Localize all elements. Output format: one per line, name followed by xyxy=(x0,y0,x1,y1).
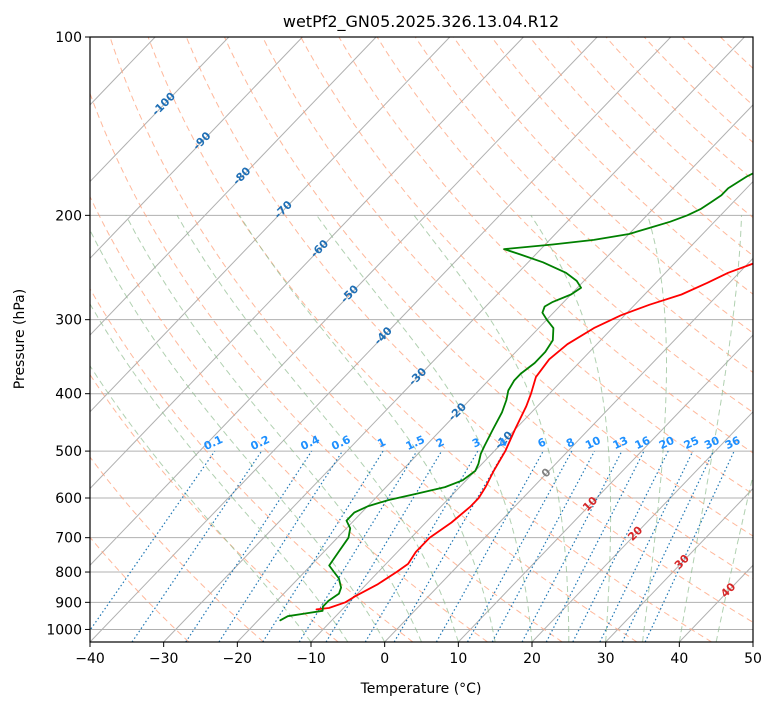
x-tick-label: −40 xyxy=(75,651,105,667)
mixing-ratio-line xyxy=(298,450,418,642)
x-tick-label: −30 xyxy=(149,651,179,667)
x-axis: −40 −30 −20 −10 0 10 20 30 40 50 xyxy=(75,642,762,667)
mixing-ratio-line xyxy=(599,450,694,642)
moist-adiabat xyxy=(90,364,312,642)
moist-adiabat xyxy=(678,215,742,642)
y-tick-label: 100 xyxy=(55,30,82,46)
mixing-ratio-line xyxy=(364,450,479,642)
mixing-ratio-line xyxy=(491,450,596,642)
isotherm-line xyxy=(90,37,598,566)
mixing-ratio-line xyxy=(644,450,735,642)
mixing-ratio-label: 20 xyxy=(657,434,677,452)
moist-adiabat xyxy=(316,215,533,642)
dry-adiabat xyxy=(109,37,638,642)
mixing-ratio-line xyxy=(393,450,505,642)
dry-adiabat xyxy=(90,92,563,642)
background-lines xyxy=(0,37,775,642)
isotherm-line xyxy=(457,334,753,642)
y-axis-title: Pressure (hPa) xyxy=(12,289,28,389)
dry-adiabat xyxy=(452,37,753,334)
profiles xyxy=(279,172,753,622)
isotherm-line xyxy=(0,37,8,642)
mixing-ratio-label: 16 xyxy=(633,434,653,452)
isotherm-line xyxy=(531,411,753,642)
mixing-ratio-label: 13 xyxy=(611,434,630,452)
isotherm-line xyxy=(163,37,745,642)
isotherm-line xyxy=(90,37,230,183)
dry-adiabat xyxy=(414,37,753,374)
isotherm-line xyxy=(90,37,377,336)
mixing-ratio-line xyxy=(621,450,714,642)
mixing-ratio-line xyxy=(325,450,443,642)
isotherm-line xyxy=(90,37,451,413)
isotherm-line xyxy=(90,37,303,260)
moist-adiabat xyxy=(642,215,667,642)
x-tick-label: 50 xyxy=(744,651,762,667)
y-tick-label: 900 xyxy=(55,595,82,611)
isotherm-line xyxy=(236,104,753,642)
mixing-ratio-line xyxy=(466,450,573,642)
mixing-ratio-labels: 0.1 0.2 0.4 0.6 1 1.5 2 3 4 6 8 10 13 16 20 25 30 36 xyxy=(202,433,743,453)
y-tick-label: 800 xyxy=(55,565,82,581)
isotherm-line xyxy=(605,487,753,642)
mixing-ratio-label: 25 xyxy=(682,434,701,452)
dry-adiabat xyxy=(90,195,488,642)
moist-adiabat xyxy=(125,215,422,642)
dry-adiabat xyxy=(90,456,264,642)
mixing-ratio-line xyxy=(131,450,263,642)
x-tick-label: 40 xyxy=(670,651,688,667)
temperature-line xyxy=(315,262,753,611)
moist-adiabat xyxy=(530,215,612,642)
mixing-ratio-label: 36 xyxy=(723,434,743,452)
y-tick-label: 400 xyxy=(55,387,82,403)
moist-adiabat xyxy=(90,229,386,642)
dry-adiabat xyxy=(185,37,753,623)
y-tick-label: 300 xyxy=(55,313,82,329)
moist-adiabat xyxy=(238,215,496,642)
dry-adiabat xyxy=(90,287,414,642)
x-tick-label: 20 xyxy=(523,651,541,667)
x-tick-label: 30 xyxy=(597,651,615,667)
mixing-ratio-line xyxy=(218,450,343,642)
chart-title: wetPf2_GN05.2025.326.13.04.R12 xyxy=(283,12,559,32)
dewpoint-line xyxy=(279,172,753,622)
y-axis: 100 200 300 400 500 600 700 800 900 1000 xyxy=(46,30,90,638)
mixing-ratio-label: 30 xyxy=(702,434,722,452)
y-tick-label: 200 xyxy=(55,208,82,224)
x-tick-label: −20 xyxy=(223,651,253,667)
mixing-ratio-line xyxy=(435,450,544,642)
x-tick-label: −10 xyxy=(296,651,326,667)
mixing-ratio-line xyxy=(262,450,384,642)
y-tick-label: 700 xyxy=(55,531,82,547)
dry-adiabat xyxy=(90,373,339,642)
dry-adiabat xyxy=(491,37,753,295)
mixing-ratio-label: 10 xyxy=(583,434,603,452)
y-tick-label: 1000 xyxy=(46,622,82,638)
x-axis-title: Temperature (°C) xyxy=(360,681,482,697)
dry-adiabat xyxy=(759,37,775,642)
y-tick-label: 500 xyxy=(55,444,82,460)
plot-background xyxy=(90,37,753,642)
y-tick-label: 600 xyxy=(55,491,82,507)
dry-adiabat xyxy=(147,37,712,642)
isotherm-line xyxy=(90,37,524,490)
moist-adiabat xyxy=(90,303,349,642)
x-tick-label: 0 xyxy=(380,651,389,667)
isotherm-line xyxy=(90,37,672,642)
isotherm-line xyxy=(384,257,753,642)
mixing-ratio-line xyxy=(90,450,216,632)
x-tick-label: 10 xyxy=(449,651,467,667)
moist-adiabat xyxy=(413,214,570,642)
isotherm-line xyxy=(752,641,753,642)
plot-frame xyxy=(89,36,754,643)
dry-adiabat xyxy=(376,37,753,413)
